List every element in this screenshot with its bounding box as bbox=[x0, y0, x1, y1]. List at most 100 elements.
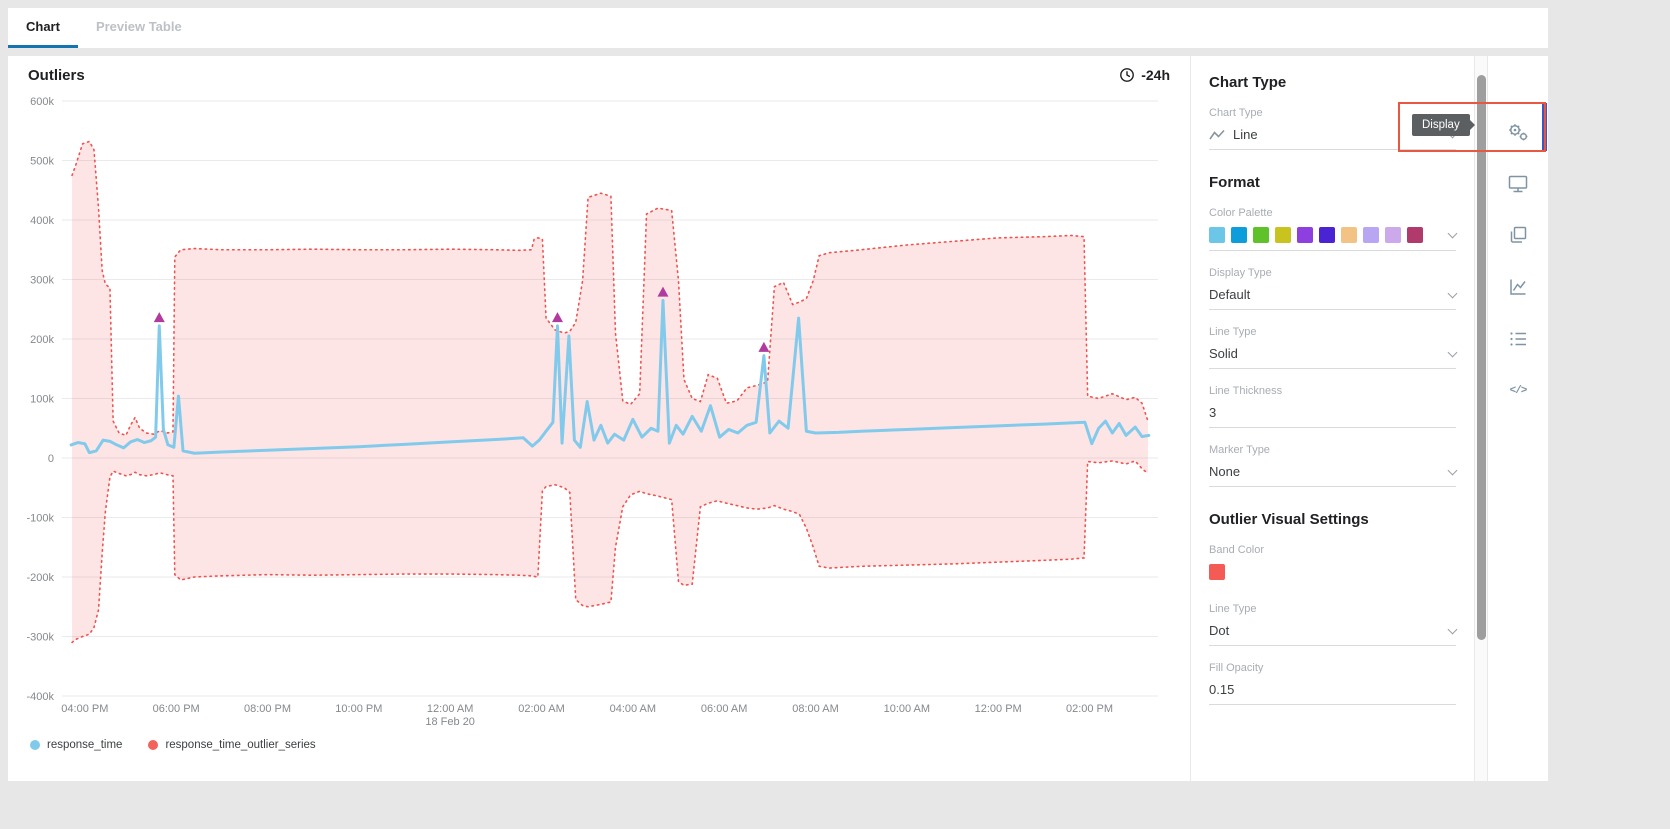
color-palette-swatches bbox=[1209, 227, 1423, 243]
copy-pages-icon[interactable] bbox=[1506, 223, 1530, 247]
legend-dot-icon bbox=[148, 740, 159, 750]
chevron-down-icon bbox=[1447, 228, 1458, 239]
svg-text:18 Feb 20: 18 Feb 20 bbox=[425, 716, 475, 728]
svg-text:10:00 PM: 10:00 PM bbox=[335, 703, 382, 715]
display-tooltip: Display bbox=[1412, 114, 1470, 136]
panel-scrollbar[interactable] bbox=[1474, 56, 1488, 781]
field-chart-type: Chart Type Line bbox=[1209, 107, 1458, 150]
field-marker-type: Marker Type None bbox=[1209, 444, 1458, 487]
chart-header: Outliers -24h bbox=[8, 56, 1190, 84]
field-line-type: Line Type Solid bbox=[1209, 326, 1458, 369]
active-rail-indicator bbox=[1542, 103, 1547, 151]
svg-text:12:00 PM: 12:00 PM bbox=[975, 703, 1022, 715]
outlier-line-type-label: Line Type bbox=[1209, 603, 1257, 615]
legend-dot-icon bbox=[30, 740, 40, 750]
chart-title: Outliers bbox=[28, 66, 85, 84]
svg-text:10:00 AM: 10:00 AM bbox=[884, 703, 930, 715]
chevron-down-icon bbox=[1447, 347, 1458, 357]
line-type-label: Line Type bbox=[1209, 326, 1257, 338]
svg-text:02:00 AM: 02:00 AM bbox=[518, 703, 564, 715]
field-band-color: Band Color bbox=[1209, 544, 1456, 587]
marker-type-label: Marker Type bbox=[1209, 444, 1270, 456]
palette-color-swatch bbox=[1231, 227, 1247, 243]
display-type-value: Default bbox=[1209, 287, 1251, 302]
band-color-picker[interactable] bbox=[1209, 564, 1456, 587]
line-chart-mini-icon bbox=[1209, 129, 1225, 139]
svg-text:04:00 PM: 04:00 PM bbox=[61, 703, 108, 715]
chevron-down-icon bbox=[1447, 465, 1458, 475]
chart-options-panel: Chart Type Chart Type Line Format Color … bbox=[1190, 56, 1474, 781]
palette-color-swatch bbox=[1385, 227, 1401, 243]
chart-trend-icon[interactable] bbox=[1506, 275, 1530, 299]
svg-text:300k: 300k bbox=[30, 275, 54, 287]
line-type-select[interactable]: Solid bbox=[1209, 346, 1458, 369]
time-range-control[interactable]: -24h bbox=[1119, 67, 1170, 83]
field-fill-opacity: Fill Opacity 0.15 bbox=[1209, 662, 1456, 705]
time-range-value: -24h bbox=[1141, 67, 1170, 83]
svg-text:400k: 400k bbox=[30, 215, 54, 227]
color-palette-select[interactable] bbox=[1209, 227, 1458, 251]
svg-text:-400k: -400k bbox=[26, 691, 54, 703]
chart-card: Outliers -24h 600k 500k 400k 300k 200k 100k 0 -… bbox=[8, 56, 1190, 781]
palette-color-swatch bbox=[1253, 227, 1269, 243]
field-outlier-line-type: Line Type Dot bbox=[1209, 603, 1458, 646]
scrollbar-thumb[interactable] bbox=[1477, 75, 1486, 640]
palette-color-swatch bbox=[1341, 227, 1357, 243]
palette-color-swatch bbox=[1319, 227, 1335, 243]
chevron-down-icon bbox=[1447, 624, 1458, 634]
chart-legend: response_time response_time_outlier_serie… bbox=[8, 739, 1190, 751]
outlier-line-type-select[interactable]: Dot bbox=[1209, 623, 1458, 646]
palette-color-swatch bbox=[1209, 227, 1225, 243]
side-icon-rail: </> bbox=[1488, 56, 1548, 781]
section-heading-format: Format bbox=[1209, 174, 1260, 191]
svg-text:-300k: -300k bbox=[26, 632, 54, 644]
main-content: Outliers -24h 600k 500k 400k 300k 200k 100k 0 -… bbox=[8, 56, 1548, 781]
fill-opacity-input[interactable]: 0.15 bbox=[1209, 682, 1456, 705]
palette-color-swatch bbox=[1363, 227, 1379, 243]
svg-text:500k: 500k bbox=[30, 156, 54, 168]
display-type-select[interactable]: Default bbox=[1209, 287, 1458, 310]
svg-text:06:00 AM: 06:00 AM bbox=[701, 703, 747, 715]
svg-text:06:00 PM: 06:00 PM bbox=[153, 703, 200, 715]
tab-bar: Chart Preview Table bbox=[8, 8, 1548, 48]
svg-text:12:00 AM: 12:00 AM bbox=[427, 703, 473, 715]
clock-icon bbox=[1120, 68, 1135, 82]
tab-chart[interactable]: Chart bbox=[8, 8, 78, 48]
svg-text:08:00 AM: 08:00 AM bbox=[792, 703, 838, 715]
line-thickness-input[interactable]: 3 bbox=[1209, 405, 1456, 428]
field-color-palette: Color Palette bbox=[1209, 207, 1458, 251]
line-type-value: Solid bbox=[1209, 346, 1238, 361]
tab-preview-table[interactable]: Preview Table bbox=[95, 19, 182, 34]
svg-text:100k: 100k bbox=[30, 394, 54, 406]
color-palette-label: Color Palette bbox=[1209, 207, 1273, 219]
chart-type-value: Line bbox=[1233, 127, 1258, 142]
fill-opacity-label: Fill Opacity bbox=[1209, 662, 1264, 674]
svg-text:02:00 PM: 02:00 PM bbox=[1066, 703, 1113, 715]
band-color-label: Band Color bbox=[1209, 544, 1265, 556]
legend-label: response_time_outlier_series bbox=[165, 739, 316, 751]
marker-type-select[interactable]: None bbox=[1209, 464, 1458, 487]
list-icon[interactable] bbox=[1506, 327, 1530, 351]
field-line-thickness: Line Thickness 3 bbox=[1209, 385, 1456, 428]
svg-text:200k: 200k bbox=[30, 334, 54, 346]
display-icon[interactable] bbox=[1506, 172, 1530, 196]
code-icon[interactable]: </> bbox=[1509, 385, 1528, 397]
svg-text:04:00 AM: 04:00 AM bbox=[610, 703, 656, 715]
section-heading-chart-type: Chart Type bbox=[1209, 74, 1287, 91]
palette-color-swatch bbox=[1297, 227, 1313, 243]
fill-opacity-value: 0.15 bbox=[1209, 682, 1235, 697]
marker-type-value: None bbox=[1209, 464, 1241, 479]
chart-type-select[interactable]: Line bbox=[1209, 127, 1458, 150]
chart-type-label: Chart Type bbox=[1209, 107, 1263, 119]
field-display-type: Display Type Default bbox=[1209, 267, 1458, 310]
legend-item[interactable]: response_time_outlier_series bbox=[148, 739, 316, 751]
line-thickness-value: 3 bbox=[1209, 405, 1217, 420]
outliers-chart[interactable]: 600k 500k 400k 300k 200k 100k 0 -100k -200k -300k… bbox=[8, 84, 1190, 729]
legend-item[interactable]: response_time bbox=[30, 739, 122, 751]
band-color-swatch[interactable] bbox=[1209, 564, 1225, 580]
palette-color-swatch bbox=[1407, 227, 1423, 243]
settings-gears-icon[interactable] bbox=[1506, 120, 1530, 144]
line-thickness-label: Line Thickness bbox=[1209, 385, 1283, 397]
legend-label: response_time bbox=[47, 739, 123, 751]
